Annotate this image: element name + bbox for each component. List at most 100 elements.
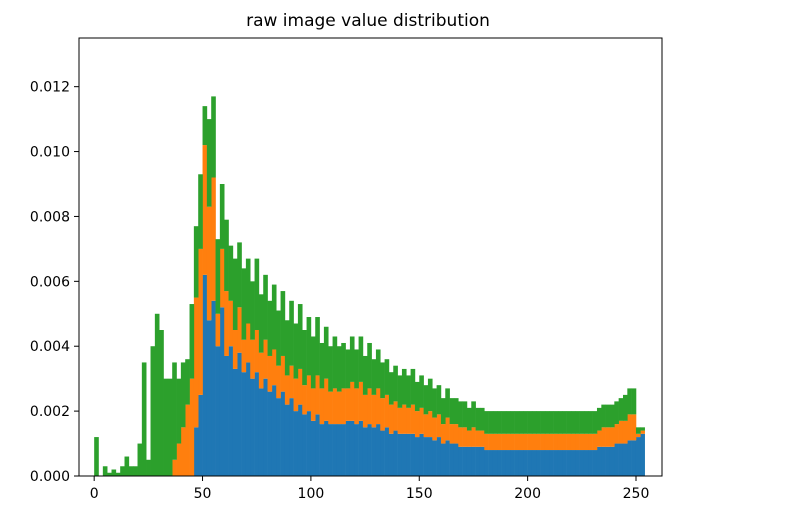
histogram-bar — [263, 339, 268, 379]
histogram-bar — [241, 339, 247, 373]
histogram-bar — [562, 433, 567, 451]
histogram-bar — [605, 404, 611, 428]
histogram-bar — [609, 404, 615, 428]
histogram-bar — [553, 433, 559, 451]
histogram-bar — [583, 450, 589, 476]
series-1-bars — [193, 274, 645, 476]
histogram-bar — [124, 456, 130, 476]
histogram-bar — [540, 450, 546, 476]
histogram-bar — [401, 433, 407, 476]
histogram-bar — [406, 433, 411, 476]
histogram-bar — [614, 401, 619, 425]
histogram-bar — [172, 459, 177, 476]
histogram-bar — [570, 450, 576, 476]
histogram-bar — [605, 446, 611, 476]
histogram-bar — [419, 433, 424, 476]
histogram-bar — [583, 433, 589, 451]
x-tick-label: 150 — [406, 486, 433, 502]
histogram-bar — [427, 437, 433, 476]
histogram-bar — [206, 320, 212, 476]
histogram-bar — [614, 424, 619, 444]
histogram-bar — [276, 398, 281, 476]
histogram-bar — [332, 336, 338, 389]
series-2-bars — [172, 145, 645, 476]
histogram-bar — [622, 394, 628, 421]
histogram-bar — [592, 411, 598, 434]
histogram-bar — [254, 258, 260, 330]
histogram-bar — [228, 300, 234, 347]
histogram-bar — [115, 472, 121, 476]
histogram-bar — [358, 381, 364, 421]
histogram-bar — [271, 385, 277, 476]
x-tick-label: 50 — [194, 486, 212, 502]
x-axis: 0 50 100 150 200 250 — [90, 476, 649, 502]
histogram-bar — [172, 362, 177, 460]
histogram-bar — [237, 352, 242, 476]
histogram-bar — [436, 414, 442, 438]
histogram-bar — [263, 274, 268, 340]
histogram-bar — [544, 433, 550, 451]
histogram-bar — [341, 388, 346, 425]
histogram-bar — [128, 466, 134, 476]
histogram-bar — [471, 401, 476, 428]
histogram-bar — [219, 307, 225, 476]
histogram-bar — [592, 433, 598, 451]
histogram-bar — [302, 385, 307, 415]
histogram-bar — [202, 274, 208, 476]
histogram-bar — [375, 349, 381, 389]
histogram-bar — [414, 381, 420, 412]
histogram-bar — [488, 450, 494, 476]
histogram-bar — [423, 437, 429, 476]
histogram-bar — [232, 330, 238, 369]
histogram-bar — [228, 245, 234, 301]
histogram-bar — [449, 443, 455, 476]
histogram-bar — [557, 411, 563, 434]
histogram-bar — [328, 346, 333, 392]
chart-title: raw image value distribution — [246, 11, 490, 31]
histogram-bar — [505, 411, 511, 434]
histogram-bar — [410, 368, 416, 405]
histogram-bar — [362, 394, 368, 428]
histogram-bar — [605, 427, 611, 447]
histogram-bar — [432, 417, 437, 441]
histogram-bar — [388, 433, 394, 476]
histogram-bar — [557, 450, 563, 476]
x-tick-label: 0 — [90, 486, 99, 502]
histogram-bar — [276, 310, 281, 366]
histogram-bar — [397, 375, 403, 408]
histogram-bar — [484, 433, 489, 451]
histogram-bar — [198, 248, 203, 395]
histogram-bar — [250, 339, 255, 379]
histogram-bar — [237, 242, 242, 308]
histogram-bar — [436, 437, 442, 476]
histogram-bar — [189, 304, 195, 379]
histogram-bar — [336, 424, 342, 476]
histogram-bar — [488, 411, 494, 434]
histogram-bar — [146, 459, 151, 476]
histogram-bar — [588, 450, 593, 476]
histogram-bar — [622, 443, 628, 476]
histogram-bar — [280, 355, 286, 392]
histogram-bar — [371, 427, 377, 476]
histogram-bar — [453, 424, 459, 444]
histogram-bar — [380, 430, 385, 476]
histogram-bar — [540, 411, 546, 434]
histogram-bar — [410, 433, 416, 476]
histogram-bar — [323, 326, 329, 379]
histogram-bar — [488, 433, 494, 451]
histogram-bar — [258, 352, 264, 389]
y-tick-label: 0.012 — [30, 80, 70, 96]
histogram-bar — [284, 404, 290, 476]
histogram-bar — [94, 437, 99, 476]
histogram-bar — [466, 407, 472, 431]
histogram-bar — [596, 430, 602, 447]
histogram-bar — [289, 365, 294, 399]
histogram-bar — [505, 433, 511, 451]
histogram-bar — [219, 248, 225, 308]
histogram-bar — [510, 411, 515, 434]
histogram-bar — [267, 300, 273, 356]
histogram-bar — [579, 450, 585, 476]
y-tick-label: 0.000 — [30, 469, 70, 485]
histogram-bar — [492, 411, 498, 434]
bars-layer — [94, 96, 645, 476]
